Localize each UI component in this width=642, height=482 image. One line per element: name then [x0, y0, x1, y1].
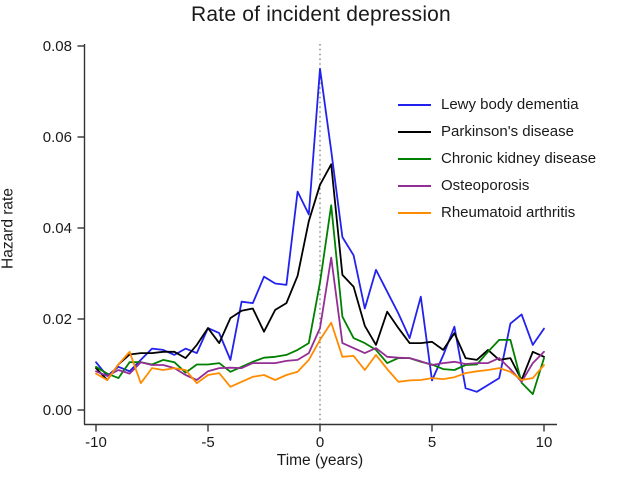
legend-line-swatch-lewy-body-dementia: [398, 103, 431, 106]
x-tick-label: 10: [536, 434, 553, 451]
legend-entry-osteoporosis: Osteoporosis: [398, 172, 596, 199]
series-line-lewy-body-dementia: [95, 67, 545, 393]
legend-line-swatch-chronic-kidney-disease: [398, 157, 431, 160]
series-line-chronic-kidney-disease: [95, 204, 545, 396]
series-line-parkinson-s-disease: [95, 163, 545, 381]
legend-label-chronic-kidney-disease: Chronic kidney disease: [441, 150, 597, 167]
legend-line-swatch-parkinson-s-disease: [398, 130, 431, 133]
x-tick-label: 0: [316, 434, 324, 451]
y-tick-label: 0.04: [43, 220, 72, 237]
legend-label-lewy-body-dementia: Lewy body dementia: [441, 96, 579, 113]
legend-entry-lewy-body-dementia: Lewy body dementia: [398, 91, 596, 118]
legend-label-osteoporosis: Osteoporosis: [441, 177, 530, 194]
legend-label-rheumatoid-arthritis: Rheumatoid arthritis: [441, 204, 576, 221]
y-tick-label: 0.02: [43, 311, 72, 328]
x-tick-label: -10: [85, 434, 107, 451]
legend-label-parkinson-s-disease: Parkinson's disease: [441, 123, 574, 140]
y-tick-label: 0.06: [43, 129, 72, 146]
y-tick-label: 0.08: [43, 38, 72, 55]
x-tick-label: 5: [428, 434, 436, 451]
legend-entry-rheumatoid-arthritis: Rheumatoid arthritis: [398, 199, 596, 226]
x-axis-label: Time (years): [276, 452, 364, 469]
legend-entry-chronic-kidney-disease: Chronic kidney disease: [398, 145, 596, 172]
series-line-osteoporosis: [95, 256, 545, 383]
legend: Lewy body dementia Parkinson's disease Chr…: [398, 91, 596, 226]
y-tick-label: 0.00: [43, 402, 72, 419]
legend-line-swatch-osteoporosis: [398, 184, 431, 187]
series-line-rheumatoid-arthritis: [95, 321, 545, 388]
x-tick-label: -5: [201, 434, 214, 451]
legend-entry-parkinson-s-disease: Parkinson's disease: [398, 118, 596, 145]
legend-line-swatch-rheumatoid-arthritis: [398, 211, 431, 214]
chart-title: Rate of incident depression: [191, 3, 451, 26]
